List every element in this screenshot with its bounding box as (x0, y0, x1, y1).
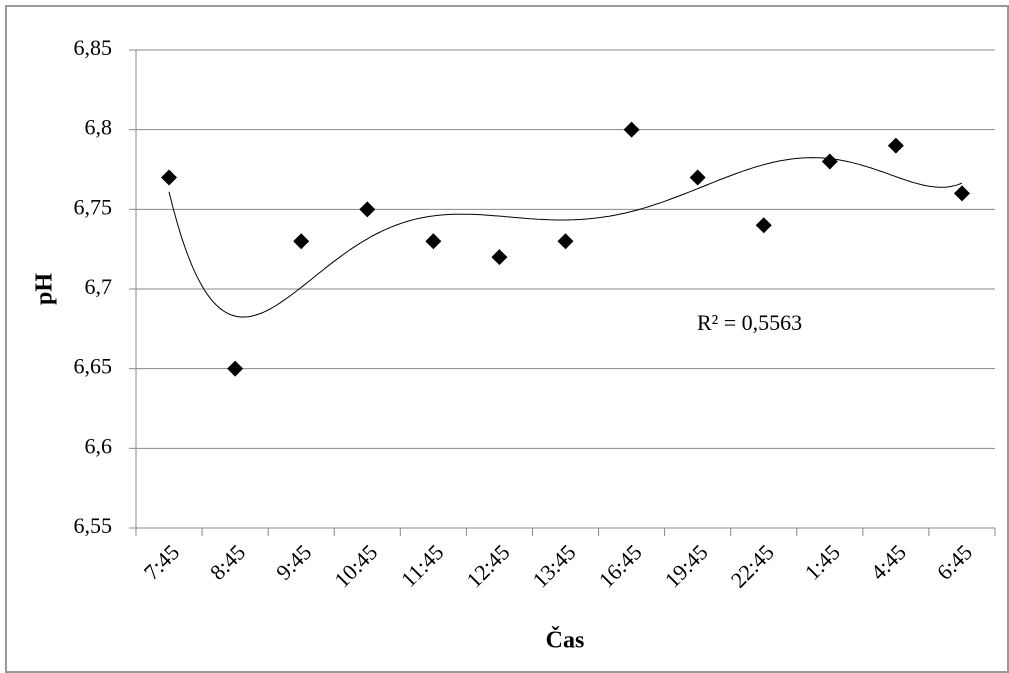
point (755, 217, 772, 234)
point (821, 153, 838, 170)
y-tick-label: 6,65 (74, 354, 113, 379)
y-tick-label: 6,6 (85, 433, 113, 458)
x-tick-label: 12:45 (461, 539, 514, 592)
x-tick-label: 22:45 (726, 539, 779, 592)
point (491, 249, 508, 266)
x-tick-label: 4:45 (866, 539, 911, 584)
x-tick-label: 11:45 (396, 539, 449, 592)
x-tick-label: 7:45 (139, 539, 184, 584)
x-tick-label: 9:45 (271, 539, 316, 584)
y-tick-label: 6,7 (85, 274, 113, 299)
x-tick-label: 6:45 (932, 539, 977, 584)
x-axis-label: Čas (546, 627, 585, 654)
x-tick-label: 10:45 (329, 539, 382, 592)
point (689, 169, 706, 186)
point (293, 233, 310, 250)
y-tick-label: 6,55 (74, 513, 113, 538)
point (359, 201, 376, 218)
x-tick-label: 1:45 (800, 539, 845, 584)
chart-frame (5, 5, 1009, 673)
point (887, 137, 904, 154)
x-tick-label: 19:45 (660, 539, 713, 592)
y-tick-label: 6,75 (74, 194, 113, 219)
y-tick-label: 6,8 (85, 115, 113, 140)
y-axis-label: pH (32, 273, 58, 305)
point (227, 360, 244, 377)
point (953, 185, 970, 202)
point (161, 169, 178, 186)
y-tick-label: 6,85 (74, 35, 113, 60)
point (425, 233, 442, 250)
x-tick-label: 8:45 (205, 539, 250, 584)
point (557, 233, 574, 250)
x-tick-label: 13:45 (527, 539, 580, 592)
point (623, 121, 640, 138)
annotation: R² = 0,5563 (697, 310, 802, 335)
x-tick-label: 16:45 (594, 539, 647, 592)
